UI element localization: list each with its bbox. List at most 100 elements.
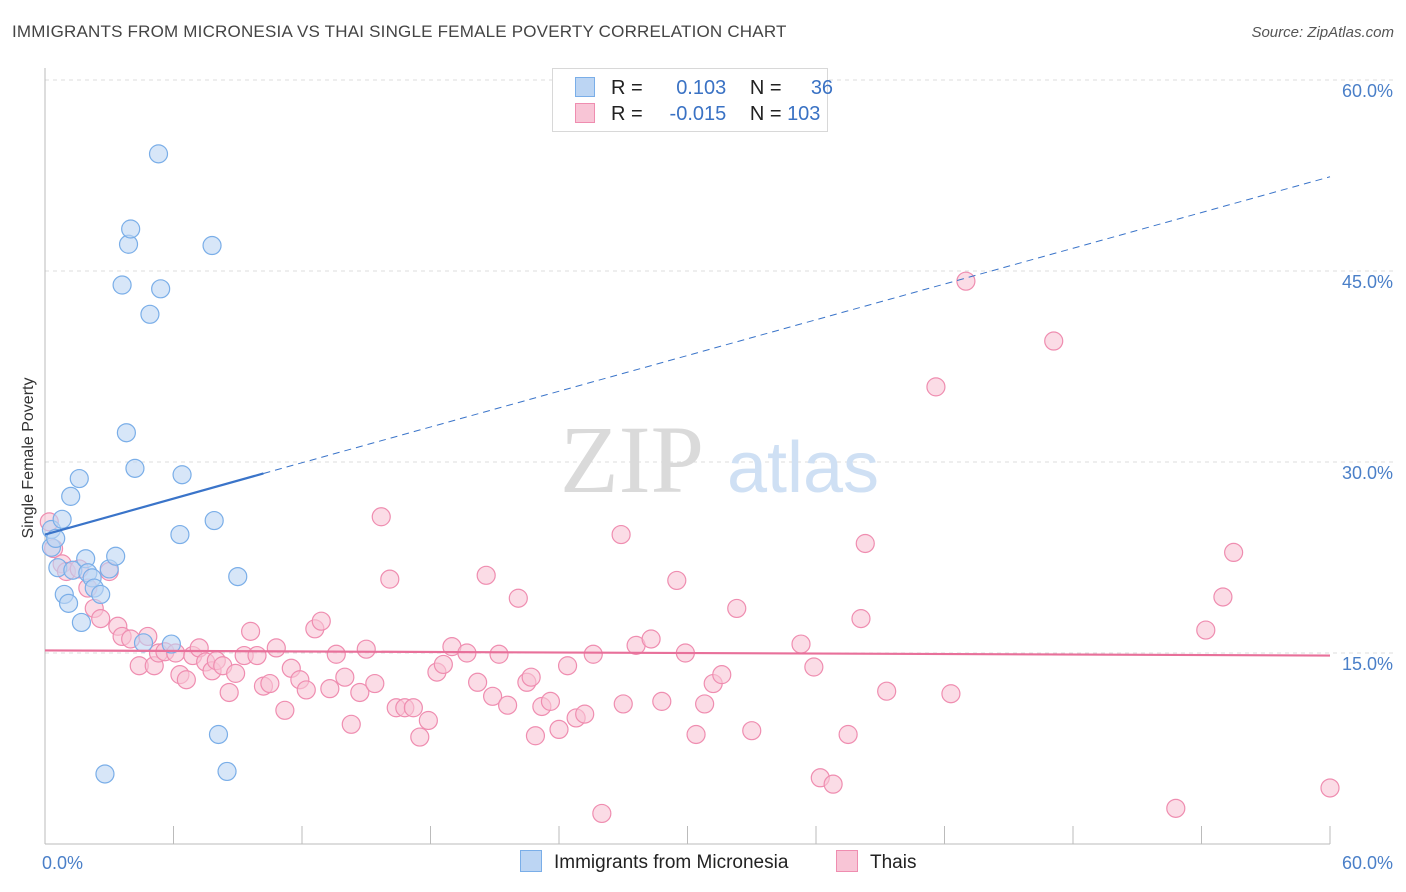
gridlines bbox=[45, 79, 1395, 654]
thais-point bbox=[371, 507, 391, 527]
bottom-legend-swatch-thais bbox=[836, 850, 858, 872]
correlation-legend: R = 0.103 N = 36 R = -0.015 N = 103 bbox=[552, 68, 833, 132]
thais-point bbox=[804, 657, 824, 677]
thais-point bbox=[403, 698, 423, 718]
thais-point bbox=[247, 645, 267, 666]
thais-point bbox=[241, 621, 261, 641]
micronesia-point bbox=[69, 468, 89, 489]
bottom-legend-label-micronesia: Immigrants from Micronesia bbox=[554, 852, 789, 873]
thais-point bbox=[557, 656, 578, 676]
thais-point bbox=[1320, 778, 1340, 798]
thais-point bbox=[326, 644, 346, 664]
thais-point bbox=[468, 672, 488, 692]
micronesia-point bbox=[202, 235, 222, 256]
thais-point bbox=[823, 774, 843, 794]
thais-point bbox=[410, 727, 430, 747]
micronesia-point bbox=[217, 761, 237, 782]
thais-point bbox=[877, 681, 897, 701]
axis-labels: 15.0% 30.0% 45.0% 60.0% 0.0% 60.0% Single Fema… bbox=[20, 81, 1393, 873]
micronesia-point bbox=[208, 724, 229, 745]
legend-swatch-micronesia bbox=[575, 77, 595, 97]
thais-point bbox=[1196, 620, 1216, 640]
thais-point bbox=[275, 700, 295, 720]
thais-point bbox=[476, 565, 496, 585]
axes bbox=[44, 68, 1331, 845]
micronesia-point bbox=[52, 509, 72, 529]
source-label: Source: ZipAtlas.com bbox=[1251, 24, 1394, 41]
thais-point bbox=[941, 684, 961, 704]
micronesia-point bbox=[133, 633, 154, 653]
thais-point bbox=[266, 638, 286, 658]
bottom-legend-micronesia: Immigrants from Micronesia bbox=[520, 850, 788, 874]
micronesia-point bbox=[161, 634, 181, 654]
thais-point bbox=[540, 691, 561, 711]
thais-point bbox=[1213, 587, 1233, 607]
x-tick-label-max: 60.0% bbox=[1342, 853, 1393, 873]
thais-point bbox=[296, 680, 316, 700]
thais-point bbox=[489, 644, 509, 664]
thais-point bbox=[686, 724, 706, 745]
thais-points bbox=[39, 271, 1340, 824]
thais-point bbox=[956, 271, 976, 291]
thais-point bbox=[433, 654, 453, 675]
legend-row-thais: R = -0.015 N = 103 bbox=[575, 103, 833, 125]
thais-point bbox=[335, 667, 355, 687]
thais-point bbox=[1166, 798, 1186, 818]
thais-point bbox=[1044, 331, 1064, 351]
legend-n-label: N = bbox=[749, 103, 782, 125]
legend-r-value-thais: -0.015 bbox=[669, 103, 727, 125]
y-axis-title: Single Female Poverty bbox=[20, 378, 37, 539]
micronesia-point bbox=[121, 219, 141, 239]
micronesia-point bbox=[58, 593, 79, 613]
thais-point bbox=[611, 524, 631, 545]
x-tick-label-min: 0.0% bbox=[42, 853, 83, 873]
thais-point bbox=[311, 611, 331, 631]
legend-swatch-thais bbox=[575, 103, 595, 123]
thais-point bbox=[508, 588, 528, 608]
thais-point bbox=[226, 663, 246, 683]
micronesia-point bbox=[151, 279, 171, 299]
thais-point bbox=[320, 679, 340, 699]
thais-point bbox=[926, 377, 946, 397]
thais-point bbox=[575, 704, 595, 724]
micronesia-points bbox=[41, 144, 248, 784]
thais-point bbox=[498, 695, 518, 715]
legend-r-label: R = bbox=[611, 103, 643, 125]
y-tick-label: 15.0% bbox=[1342, 654, 1393, 674]
micronesia-point bbox=[204, 510, 224, 531]
thais-point bbox=[365, 673, 385, 694]
thais-point bbox=[641, 629, 661, 649]
thais-trend-line bbox=[44, 649, 1331, 657]
legend-n-value-thais: 103 bbox=[787, 103, 821, 125]
watermark-zip: ZIP bbox=[560, 406, 704, 513]
watermark: ZIP atlas bbox=[560, 406, 879, 513]
thais-point bbox=[838, 724, 858, 745]
thais-point bbox=[418, 710, 438, 731]
thais-point bbox=[667, 570, 687, 591]
micronesia-point bbox=[148, 144, 169, 164]
watermark-atlas: atlas bbox=[727, 428, 879, 508]
thais-point bbox=[742, 721, 762, 741]
y-tick-label: 60.0% bbox=[1342, 81, 1393, 101]
thais-point bbox=[549, 719, 569, 740]
micronesia-point bbox=[170, 524, 190, 545]
legend-n-value-micronesia: 36 bbox=[810, 77, 834, 99]
thais-point bbox=[712, 665, 732, 685]
y-tick-label: 30.0% bbox=[1342, 463, 1393, 483]
micronesia-point bbox=[91, 584, 111, 605]
chart-title: IMMIGRANTS FROM MICRONESIA VS THAI SINGL… bbox=[12, 22, 787, 41]
thais-point bbox=[521, 667, 541, 687]
micronesia-point bbox=[140, 304, 160, 324]
thais-point bbox=[341, 714, 361, 734]
bottom-legend-thais: Thais bbox=[836, 850, 916, 874]
thais-point bbox=[652, 691, 672, 711]
thais-point bbox=[356, 639, 376, 659]
micronesia-point bbox=[61, 486, 81, 506]
legend-row-micronesia: R = 0.103 N = 36 bbox=[575, 77, 833, 99]
micronesia-point bbox=[172, 465, 192, 485]
thais-point bbox=[91, 609, 111, 629]
thais-point bbox=[219, 682, 239, 703]
thais-point bbox=[613, 694, 633, 714]
micronesia-point bbox=[116, 423, 136, 443]
